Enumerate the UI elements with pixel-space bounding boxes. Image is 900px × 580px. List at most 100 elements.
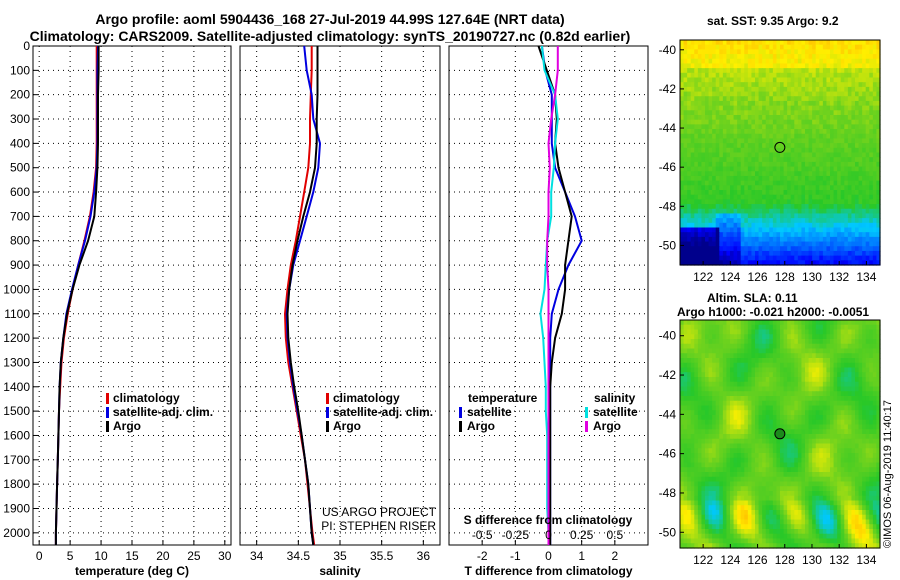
map-cell xyxy=(790,481,795,487)
map-cell xyxy=(744,434,749,440)
map-cell xyxy=(758,199,763,205)
map-cell xyxy=(780,481,785,487)
map-cell xyxy=(855,358,860,364)
map-cell xyxy=(697,115,703,121)
map-cell xyxy=(830,486,835,492)
map-cell xyxy=(680,49,685,55)
map-cell xyxy=(847,343,853,350)
map-cell xyxy=(780,320,785,326)
map-cell xyxy=(837,82,842,88)
map-cell xyxy=(801,175,806,182)
map-cell xyxy=(744,147,749,154)
map-cell xyxy=(705,367,710,373)
map-cell xyxy=(755,391,760,397)
map-cell xyxy=(680,68,685,74)
map-cell xyxy=(687,410,692,416)
map-cell xyxy=(812,396,817,402)
map-cell xyxy=(833,339,838,345)
map-cell xyxy=(869,110,874,116)
map-cell xyxy=(769,429,774,435)
map-cell xyxy=(747,44,753,50)
map-cell xyxy=(772,415,778,421)
map-cell xyxy=(715,405,720,411)
map-cell xyxy=(776,320,781,326)
map-cell xyxy=(787,147,792,154)
map-cell xyxy=(819,161,824,168)
map-cell xyxy=(697,329,703,335)
map-cell xyxy=(680,481,685,487)
map-cell xyxy=(833,320,838,326)
map-cell xyxy=(687,199,692,205)
legend-swatch xyxy=(326,393,329,404)
map-cell xyxy=(712,255,717,261)
map-cell xyxy=(869,180,874,186)
map-cell xyxy=(815,152,820,158)
map-cell xyxy=(819,486,824,492)
map-cell xyxy=(680,405,685,411)
map-cell xyxy=(744,236,749,243)
map-cell xyxy=(805,119,810,125)
map-cell xyxy=(726,320,731,326)
map-cell xyxy=(690,457,695,464)
map-cell xyxy=(694,353,699,359)
map-cell xyxy=(851,58,856,65)
map-cell xyxy=(762,381,767,388)
map-cell xyxy=(790,260,795,266)
map-cell xyxy=(872,227,878,233)
map-cell xyxy=(751,110,756,116)
map-cell xyxy=(765,377,770,383)
map-cell xyxy=(855,448,860,454)
map-cell xyxy=(751,129,756,135)
map-cell xyxy=(865,208,870,215)
map-cell xyxy=(830,329,835,335)
map-cell xyxy=(719,68,724,74)
map-cell xyxy=(822,115,828,121)
map-cell xyxy=(780,260,785,266)
map-cell xyxy=(862,166,867,172)
map-cell xyxy=(755,343,760,350)
map-cell xyxy=(797,255,803,261)
map-cell xyxy=(826,185,831,191)
map-cell xyxy=(847,166,853,172)
map-cell xyxy=(801,96,806,102)
map-cell xyxy=(805,457,810,464)
map-cell xyxy=(680,438,685,445)
map-cell xyxy=(780,133,785,140)
map-cell xyxy=(765,381,770,388)
map-cell xyxy=(697,105,703,111)
map-cell xyxy=(740,372,745,378)
map-cell xyxy=(708,438,713,445)
map-cell xyxy=(740,443,745,449)
map-cell xyxy=(830,63,835,69)
map-cell xyxy=(772,453,778,459)
map-cell xyxy=(733,133,738,140)
map-cell xyxy=(830,377,835,383)
map-cell xyxy=(790,462,795,468)
map-cell xyxy=(762,448,767,454)
map-cell xyxy=(780,241,785,247)
map-cell xyxy=(787,236,792,243)
map-cell xyxy=(787,329,792,335)
map-cell xyxy=(872,410,878,416)
map-cell xyxy=(812,434,817,440)
map-cell xyxy=(765,96,770,102)
map-cell xyxy=(862,204,867,210)
map-cell xyxy=(683,438,688,445)
map-cell xyxy=(701,429,706,435)
map-cell xyxy=(815,40,820,46)
map-cell xyxy=(740,208,745,215)
map-cell xyxy=(840,44,845,50)
map-cell xyxy=(708,119,713,125)
map-cell xyxy=(722,329,728,335)
map-cell xyxy=(797,213,803,219)
map-cell xyxy=(869,410,874,416)
map-cell xyxy=(751,138,756,144)
map-cell xyxy=(869,462,874,468)
map-cell xyxy=(683,448,688,454)
map-cell xyxy=(755,129,760,135)
map-cell xyxy=(847,110,853,116)
map-cell xyxy=(712,320,717,326)
map-cell xyxy=(690,362,695,369)
map-cell xyxy=(819,222,824,229)
map-cell xyxy=(744,377,749,383)
